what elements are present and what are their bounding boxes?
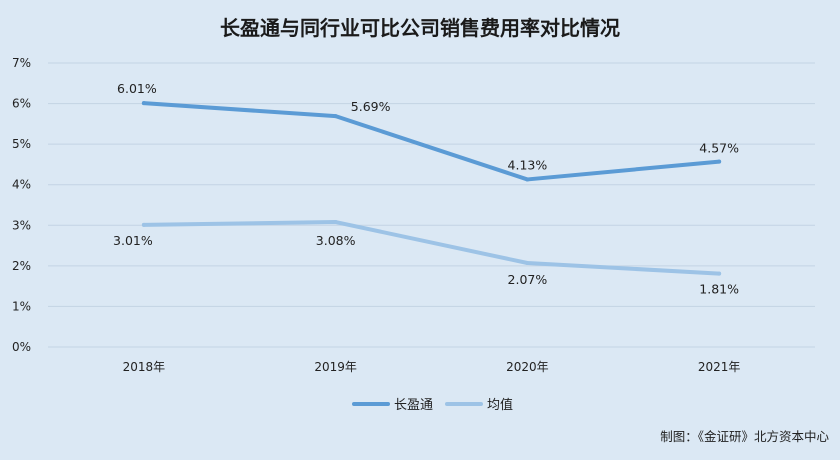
x-axis: 2018年 2019年 2020年 2021年 <box>123 360 741 374</box>
data-label: 4.13% <box>508 157 548 172</box>
y-tick-label: 1% <box>12 299 31 313</box>
x-tick-label: 2020年 <box>506 360 549 374</box>
data-label: 2.07% <box>508 272 548 287</box>
data-point <box>333 114 338 119</box>
data-label: 1.81% <box>699 282 739 297</box>
series-line-2 <box>141 220 722 276</box>
data-label: 4.57% <box>699 141 739 156</box>
data-point <box>717 271 722 276</box>
source-note: 制图：《金证研》北方资本中心 <box>660 429 829 444</box>
x-tick-label: 2021年 <box>698 360 741 374</box>
y-tick-label: 0% <box>12 340 31 354</box>
y-tick-label: 2% <box>12 259 31 273</box>
data-label: 3.08% <box>316 233 356 248</box>
x-tick-label: 2019年 <box>314 360 357 374</box>
series-layer <box>141 101 722 276</box>
data-labels: 6.01% 5.69% 4.13% 4.57% 3.01% 3.08% 2.07% 1.81% <box>113 81 739 296</box>
data-point <box>333 220 338 225</box>
data-label: 6.01% <box>117 81 157 96</box>
legend: 长盈通 均值 <box>352 397 513 413</box>
series-line-1 <box>141 101 722 182</box>
y-tick-label: 6% <box>12 97 31 111</box>
x-tick-label: 2018年 <box>123 360 166 374</box>
data-point <box>141 222 146 227</box>
chart-title: 长盈通与同行业可比公司销售费用率对比情况 <box>220 16 620 40</box>
data-point <box>717 159 722 164</box>
y-tick-label: 5% <box>12 137 31 151</box>
data-label: 3.01% <box>113 233 153 248</box>
y-tick-label: 7% <box>12 56 31 70</box>
data-label: 5.69% <box>351 99 391 114</box>
legend-label: 均值 <box>487 397 513 413</box>
legend-label: 长盈通 <box>394 398 433 413</box>
y-axis: 0% 1% 2% 3% 4% 5% 6% 7% <box>12 56 31 354</box>
y-tick-label: 3% <box>12 218 31 232</box>
y-tick-label: 4% <box>12 178 31 192</box>
data-point <box>525 261 530 266</box>
data-point <box>525 177 530 182</box>
data-point <box>141 101 146 106</box>
